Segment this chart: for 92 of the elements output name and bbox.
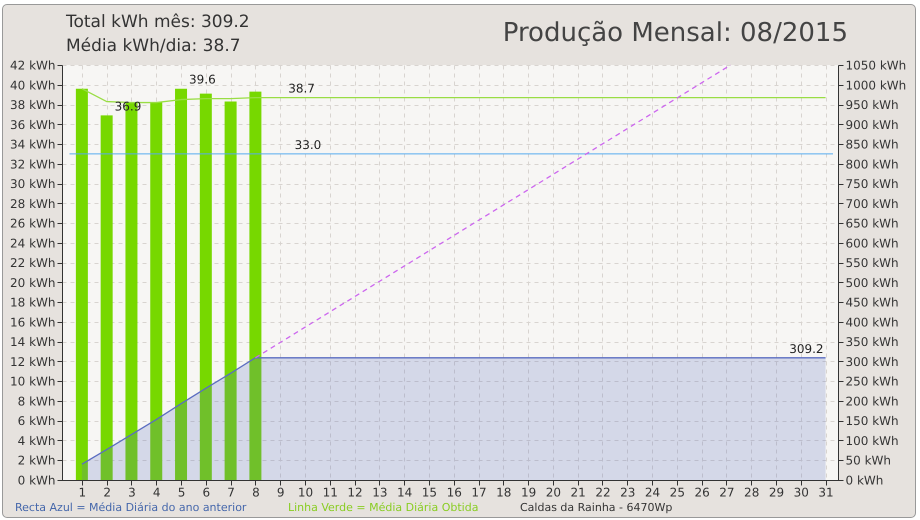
y-tick-label: 22 kWh	[10, 256, 56, 270]
x-tick-label: 20	[546, 486, 562, 500]
y2-tick-label: 150 kWh	[846, 414, 899, 428]
y2-tick-label: 550 kWh	[846, 256, 899, 270]
x-tick-label: 8	[252, 486, 260, 500]
y-tick-label: 6 kWh	[18, 414, 56, 428]
x-tick-label: 5	[178, 486, 186, 500]
y-tick-label: 4 kWh	[18, 434, 56, 448]
y2-tick-label: 600 kWh	[846, 236, 899, 250]
y2-tick-label: 400 kWh	[846, 315, 899, 330]
y-tick-label: 14 kWh	[10, 335, 56, 350]
y2-tick-label: 750 kWh	[846, 177, 899, 192]
x-tick-label: 30	[794, 486, 809, 500]
bar	[200, 94, 212, 480]
bar	[150, 102, 162, 480]
text: Média kWh/dia: 38.7	[66, 36, 241, 56]
x-tick-label: 25	[670, 486, 685, 500]
x-tick-label: 31	[818, 486, 834, 500]
annotation: 38.7	[288, 82, 315, 96]
x-tick-label: 1	[78, 486, 86, 500]
y-tick-label: 18 kWh	[10, 296, 56, 310]
y2-tick-label: 1050 kWh	[846, 58, 906, 72]
y2-tick-label: 50 kWh	[846, 454, 892, 468]
y-tick-label: 26 kWh	[10, 216, 56, 231]
y2-tick-label: 200 kWh	[846, 394, 899, 408]
y-tick-label: 34 kWh	[10, 138, 56, 152]
x-tick-label: 29	[768, 486, 784, 500]
y2-tick-label: 650 kWh	[846, 216, 899, 231]
x-tick-label: 15	[422, 486, 438, 500]
x-tick-label: 27	[719, 486, 735, 500]
y-tick-label: 24 kWh	[10, 236, 56, 250]
y2-tick-label: 700 kWh	[846, 196, 899, 211]
bar	[249, 92, 262, 480]
y2-tick-label: 300 kWh	[846, 354, 899, 369]
y2-tick-label: 850 kWh	[846, 138, 899, 152]
text: Linha Verde = Média Diária Obtida	[288, 501, 478, 514]
y2-tick-label: 800 kWh	[846, 157, 899, 172]
x-tick-label: 16	[446, 486, 462, 500]
y-tick-label: 28 kWh	[10, 196, 56, 211]
y-tick-label: 0 kWh	[18, 474, 56, 488]
text: Total kWh mês: 309.2	[66, 12, 250, 32]
x-tick-label: 10	[298, 486, 314, 500]
x-tick-label: 14	[397, 486, 412, 500]
bar	[224, 102, 237, 480]
bar	[175, 88, 188, 480]
y-tick-label: 36 kWh	[10, 118, 56, 132]
y2-tick-label: 1000 kWh	[846, 78, 906, 92]
x-tick-label: 7	[227, 486, 235, 500]
y2-tick-label: 950 kWh	[846, 98, 899, 112]
y-tick-label: 12 kWh	[10, 354, 56, 369]
y-tick-label: 40 kWh	[10, 78, 56, 92]
x-tick-label: 9	[276, 486, 285, 500]
x-tick-label: 6	[202, 486, 210, 500]
ref-line-label: 33.0	[294, 138, 322, 152]
y-tick-label: 2 kWh	[18, 454, 56, 468]
data-label: 309.2	[789, 342, 824, 356]
y2-tick-label: 100 kWh	[846, 434, 899, 448]
text: Caldas da Rainha - 6470Wp	[520, 501, 672, 514]
y2-tick-label: 450 kWh	[846, 296, 899, 310]
x-tick-label: 12	[347, 486, 363, 500]
bar	[76, 88, 88, 480]
x-tick-label: 19	[520, 486, 536, 500]
x-tick-label: 22	[595, 486, 611, 500]
x-tick-label: 18	[496, 486, 512, 500]
y-tick-label: 8 kWh	[18, 394, 56, 408]
y-tick-label: 30 kWh	[10, 177, 56, 192]
x-tick-label: 4	[152, 486, 161, 500]
y-tick-label: 32 kWh	[10, 157, 56, 172]
x-tick-label: 17	[471, 486, 487, 500]
y2-tick-label: 900 kWh	[846, 118, 899, 132]
y2-tick-label: 250 kWh	[846, 374, 899, 389]
y2-tick-label: 500 kWh	[846, 276, 899, 290]
x-tick-label: 3	[128, 486, 136, 500]
y-tick-label: 20 kWh	[10, 276, 56, 290]
text: Recta Azul = Média Diária do ano anterior	[15, 501, 246, 514]
x-tick-label: 21	[570, 486, 586, 500]
annotation: 39.6	[189, 72, 216, 87]
y-tick-label: 42 kWh	[10, 58, 56, 72]
x-tick-label: 2	[103, 486, 111, 500]
y-tick-label: 10 kWh	[10, 374, 56, 389]
x-tick-label: 24	[644, 486, 660, 500]
y2-tick-label: 350 kWh	[846, 335, 899, 350]
chart-title: Produção Mensal: 08/2015	[502, 18, 848, 48]
x-tick-label: 28	[744, 486, 760, 500]
x-tick-label: 13	[372, 486, 388, 500]
bar	[100, 115, 113, 480]
y-tick-label: 16 kWh	[10, 315, 56, 330]
x-tick-label: 23	[620, 486, 636, 500]
y2-tick-label: 0 kWh	[846, 474, 884, 488]
x-tick-label: 11	[322, 486, 338, 500]
x-tick-label: 26	[694, 486, 710, 500]
y-tick-label: 38 kWh	[10, 98, 56, 112]
